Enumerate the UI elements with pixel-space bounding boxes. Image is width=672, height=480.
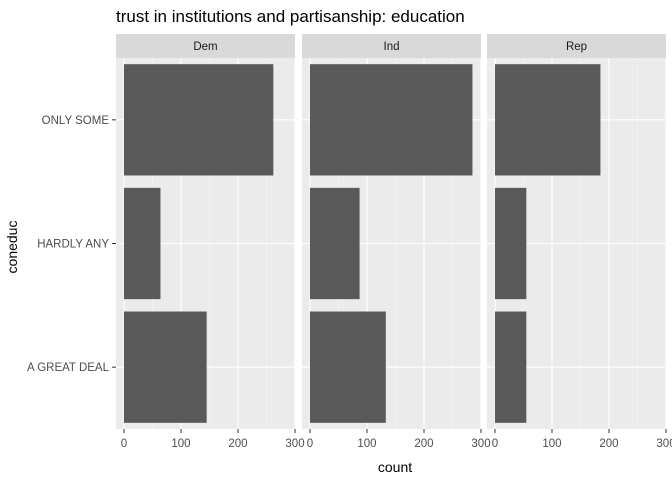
- bar-ind-2: [309, 64, 473, 176]
- y-tick-label: A GREAT DEAL: [27, 362, 110, 374]
- facet-strip-label: Rep: [566, 41, 587, 53]
- facet-strip-label: Dem: [193, 41, 217, 53]
- bar-ind-0: [309, 311, 386, 423]
- y-tick-labels: A GREAT DEAL HARDLY ANY ONLY SOME: [27, 115, 116, 374]
- bar-rep-2: [494, 64, 601, 176]
- facet-panel-ind: Ind 0 100 200 300: [302, 34, 491, 450]
- bar-rep-1: [494, 187, 527, 300]
- facet-strip: [116, 34, 295, 58]
- x-tick-label: 300: [471, 438, 490, 450]
- x-tick-label: 100: [171, 438, 190, 450]
- bar-rep-0: [494, 311, 527, 423]
- x-tick-label: 300: [656, 438, 672, 450]
- y-axis-title: coneduc: [4, 221, 20, 274]
- chart-title: trust in institutions and partisanship: …: [116, 7, 465, 26]
- x-tick-label: 300: [285, 438, 304, 450]
- x-tick-label: 200: [599, 438, 618, 450]
- facet-panels: Dem 0 100 200 300 Ind 0 100 200 300 Rep 0 100 200 300: [116, 34, 672, 450]
- bar-dem-2: [123, 64, 274, 176]
- y-tick-label: ONLY SOME: [42, 115, 110, 127]
- x-tick-label: 200: [414, 438, 433, 450]
- facet-strip-label: Ind: [384, 41, 400, 53]
- y-tick-label: HARDLY ANY: [37, 239, 109, 251]
- facet-panel-rep: Rep 0 100 200 300: [487, 34, 672, 450]
- bar-dem-0: [123, 311, 207, 423]
- bar-dem-1: [123, 187, 161, 300]
- x-tick-label: 200: [228, 438, 247, 450]
- facet-panel-dem: Dem 0 100 200 300: [116, 34, 305, 450]
- x-tick-label: 0: [121, 438, 127, 450]
- facet-strip: [302, 34, 481, 58]
- x-tick-label: 0: [307, 438, 313, 450]
- x-axis-title: count: [378, 459, 412, 475]
- x-tick-label: 0: [492, 438, 498, 450]
- x-tick-label: 100: [357, 438, 376, 450]
- bar-ind-1: [309, 187, 360, 300]
- x-tick-label: 100: [542, 438, 561, 450]
- facet-strip: [487, 34, 666, 58]
